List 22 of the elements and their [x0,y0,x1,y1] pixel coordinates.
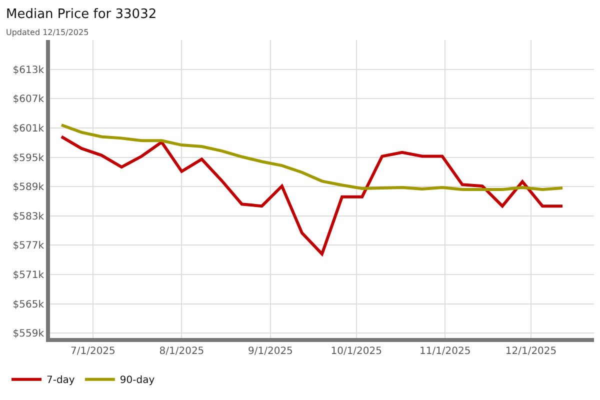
line-series [60,135,564,256]
legend-label: 90-day [120,375,155,386]
x-tick-label: 8/1/2025 [159,346,204,357]
x-tick-label: 7/1/2025 [70,346,116,357]
y-tick-label: $583k [12,211,44,222]
y-tick-label: $589k [12,182,44,194]
y-tick-label: $571k [12,270,44,281]
y-tick-label: $601k [12,123,44,134]
x-tick-label: 11/1/2025 [419,346,471,357]
x-tick-label: 10/1/2025 [330,346,382,357]
y-tick-label: $595k [12,152,44,164]
x-tick-label: 9/1/2025 [248,346,293,357]
y-tick-label: $559k [12,328,44,340]
y-tick-label: $565k [12,299,44,310]
legend-label: 7-day [46,375,75,386]
chart-title: Median Price for 33032 [6,7,157,22]
y-tick-label: $577k [12,240,44,252]
y-tick-label: $607k [12,94,44,106]
y-tick-label: $613k [12,64,44,76]
x-tick-label: 12/1/2025 [505,346,557,357]
line-series [60,124,564,191]
chart-subtitle: Updated 12/15/2025 [6,28,89,37]
